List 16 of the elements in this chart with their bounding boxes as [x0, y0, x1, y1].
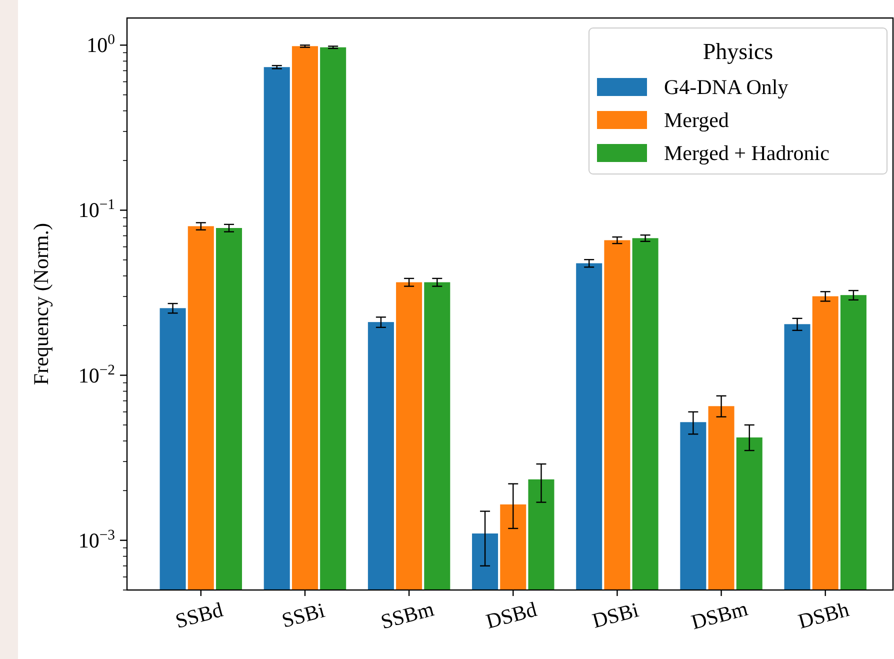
legend-label: Merged — [664, 108, 730, 132]
y-tick-label: 10$^{0}$ — [86, 32, 115, 58]
x-tick-label: DSBm — [688, 596, 750, 634]
x-tick-label: DSBd — [483, 596, 540, 634]
y-tick-label: 10$^{−3}$ — [78, 527, 115, 552]
x-tick-label: DSBh — [796, 596, 852, 634]
legend-title: Physics — [702, 39, 774, 64]
x-tick-label: DSBi — [590, 598, 642, 633]
x-tick-label: SSBd — [172, 597, 226, 634]
legend-label: Merged + Hadronic — [664, 141, 830, 165]
x-tick-label: SSBi — [279, 598, 328, 632]
legend-label: G4-DNA Only — [664, 75, 789, 99]
y-tick-label: 10$^{−1}$ — [78, 197, 115, 222]
y-tick-label: 10$^{−2}$ — [78, 362, 115, 388]
x-tick-label: SSBm — [378, 596, 436, 634]
y-axis-title: Frequency (Norm.) — [29, 222, 53, 386]
